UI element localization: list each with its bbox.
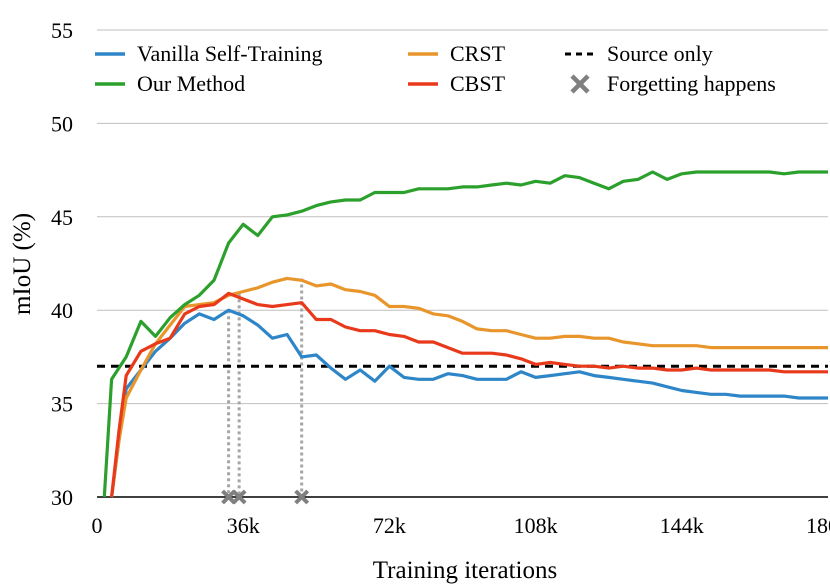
- series-line-cbst: [110, 291, 828, 498]
- forgetting-markers: [221, 489, 310, 505]
- x-tick-label: 0: [92, 513, 103, 538]
- y-tick-label: 40: [51, 298, 73, 323]
- y-tick-label: 30: [51, 485, 73, 510]
- legend-item: Forgetting happens: [570, 71, 776, 96]
- legend-label: Forgetting happens: [607, 71, 776, 96]
- y-tick-label: 45: [51, 205, 73, 230]
- y-tick-label: 50: [51, 111, 73, 136]
- legend-item: CRST: [408, 41, 506, 66]
- x-tick-label: 72k: [373, 513, 406, 538]
- x-axis-label: Training iterations: [373, 557, 558, 584]
- legend: Vanilla Self-Training Our Method CRST CBST S…: [95, 41, 776, 96]
- forgetting-marker: [231, 489, 247, 505]
- legend-label: Our Method: [137, 71, 245, 96]
- legend-item: Source only: [565, 41, 713, 66]
- gridlines: [97, 29, 828, 498]
- y-axis-label: mIoU (%): [9, 213, 36, 315]
- series-line-crst: [110, 276, 828, 498]
- series-line-vanilla-self-training: [110, 308, 828, 498]
- legend-label: Vanilla Self-Training: [137, 41, 323, 66]
- x-tick-label: 144k: [660, 513, 704, 538]
- y-tick-labels: 30 35 40 45 50 55: [51, 18, 73, 510]
- legend-item: Our Method: [95, 71, 245, 96]
- legend-item: Vanilla Self-Training: [95, 41, 323, 66]
- series-line-our-method: [102, 170, 828, 498]
- y-tick-label: 35: [51, 392, 73, 417]
- legend-label: CBST: [450, 71, 506, 96]
- legend-item: CBST: [408, 71, 506, 96]
- x-tick-label: 108k: [514, 513, 558, 538]
- x-tick-label: 180k: [806, 513, 830, 538]
- legend-label: CRST: [450, 41, 506, 66]
- forgetting-guides: [227, 278, 304, 497]
- x-tick-label: 36k: [227, 513, 260, 538]
- forgetting-marker: [294, 489, 310, 505]
- legend-label: Source only: [607, 41, 713, 66]
- series-lines: [97, 170, 828, 498]
- x-tick-labels: 0 36k 72k 108k 144k 180k: [92, 513, 830, 538]
- y-tick-label: 55: [51, 18, 73, 43]
